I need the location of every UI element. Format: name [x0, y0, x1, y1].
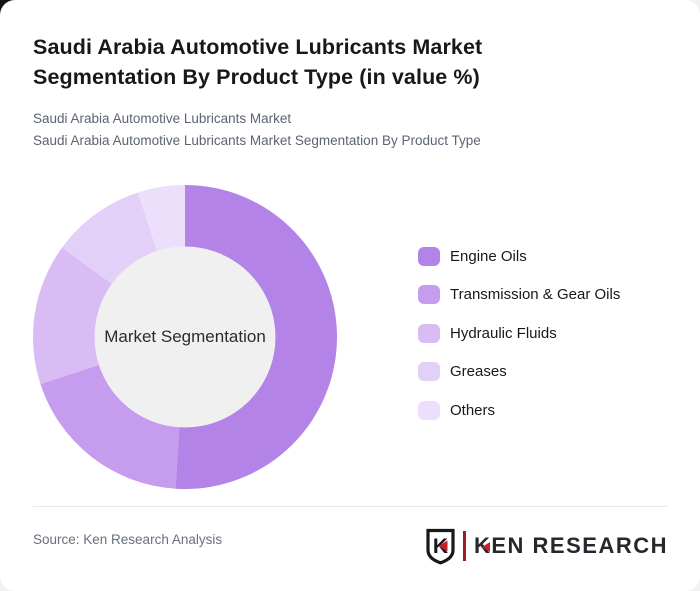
donut-chart: Market Segmentation — [30, 182, 340, 492]
legend-item-hydraulic-fluids[interactable]: Hydraulic Fluids — [418, 323, 620, 343]
legend-item-transmission-gear-oils[interactable]: Transmission & Gear Oils — [418, 285, 620, 305]
legend-item-engine-oils[interactable]: Engine Oils — [418, 246, 620, 266]
logo-shield-icon: K — [426, 528, 455, 564]
legend-swatch-hydraulic-fluids — [418, 323, 440, 343]
legend-swatch-engine-oils — [418, 246, 440, 266]
legend-label-engine-oils: Engine Oils — [450, 247, 527, 265]
logo-separator — [462, 531, 466, 561]
legend-label-greases: Greases — [450, 363, 507, 380]
legend: Engine Oils Transmission & Gear Oils Hydra… — [418, 246, 620, 439]
legend-label-hydraulic-fluids: Hydraulic Fluids — [450, 324, 557, 342]
footer-divider — [33, 506, 667, 507]
chart-subtitle-line2: Saudi Arabia Automotive Lubricants Marke… — [33, 132, 481, 148]
ken-research-logo: K K EN RESEARCH — [425, 527, 668, 565]
chart-subtitle-line1: Saudi Arabia Automotive Lubricants Marke… — [33, 111, 292, 126]
logo-wordmark: K EN RESEARCH — [474, 533, 668, 559]
logo-triangle-icon — [482, 542, 491, 552]
donut-segment-transmission-gear-oils[interactable] — [40, 364, 180, 489]
donut-svg — [33, 185, 338, 490]
legend-swatch-others — [418, 400, 440, 420]
legend-label-transmission-gear-oils: Transmission & Gear Oils — [450, 286, 621, 303]
donut-segment-others[interactable] — [138, 185, 185, 252]
legend-swatch-transmission-gear-oils — [418, 285, 440, 304]
legend-item-others[interactable]: Others — [418, 400, 620, 420]
logo-shield-triangle — [438, 540, 448, 551]
donut-segment-engine-oils[interactable] — [175, 185, 338, 490]
donut-center-circle — [94, 246, 276, 428]
chart-title: Saudi Arabia Automotive Lubricants Marke… — [33, 35, 483, 89]
donut-segment-greases[interactable] — [62, 192, 158, 285]
donut-segment-hydraulic-fluids[interactable] — [33, 247, 113, 384]
legend-label-others: Others — [450, 401, 496, 419]
legend-swatch-greases — [418, 362, 440, 381]
legend-item-greases[interactable]: Greases — [418, 362, 620, 382]
source-text: Source: Ken Research Analysis — [33, 532, 223, 547]
logo-text-rest: EN RESEARCH — [491, 533, 668, 558]
chart-subtitle-block: Saudi Arabia Automotive Lubricants Marke… — [33, 108, 653, 151]
